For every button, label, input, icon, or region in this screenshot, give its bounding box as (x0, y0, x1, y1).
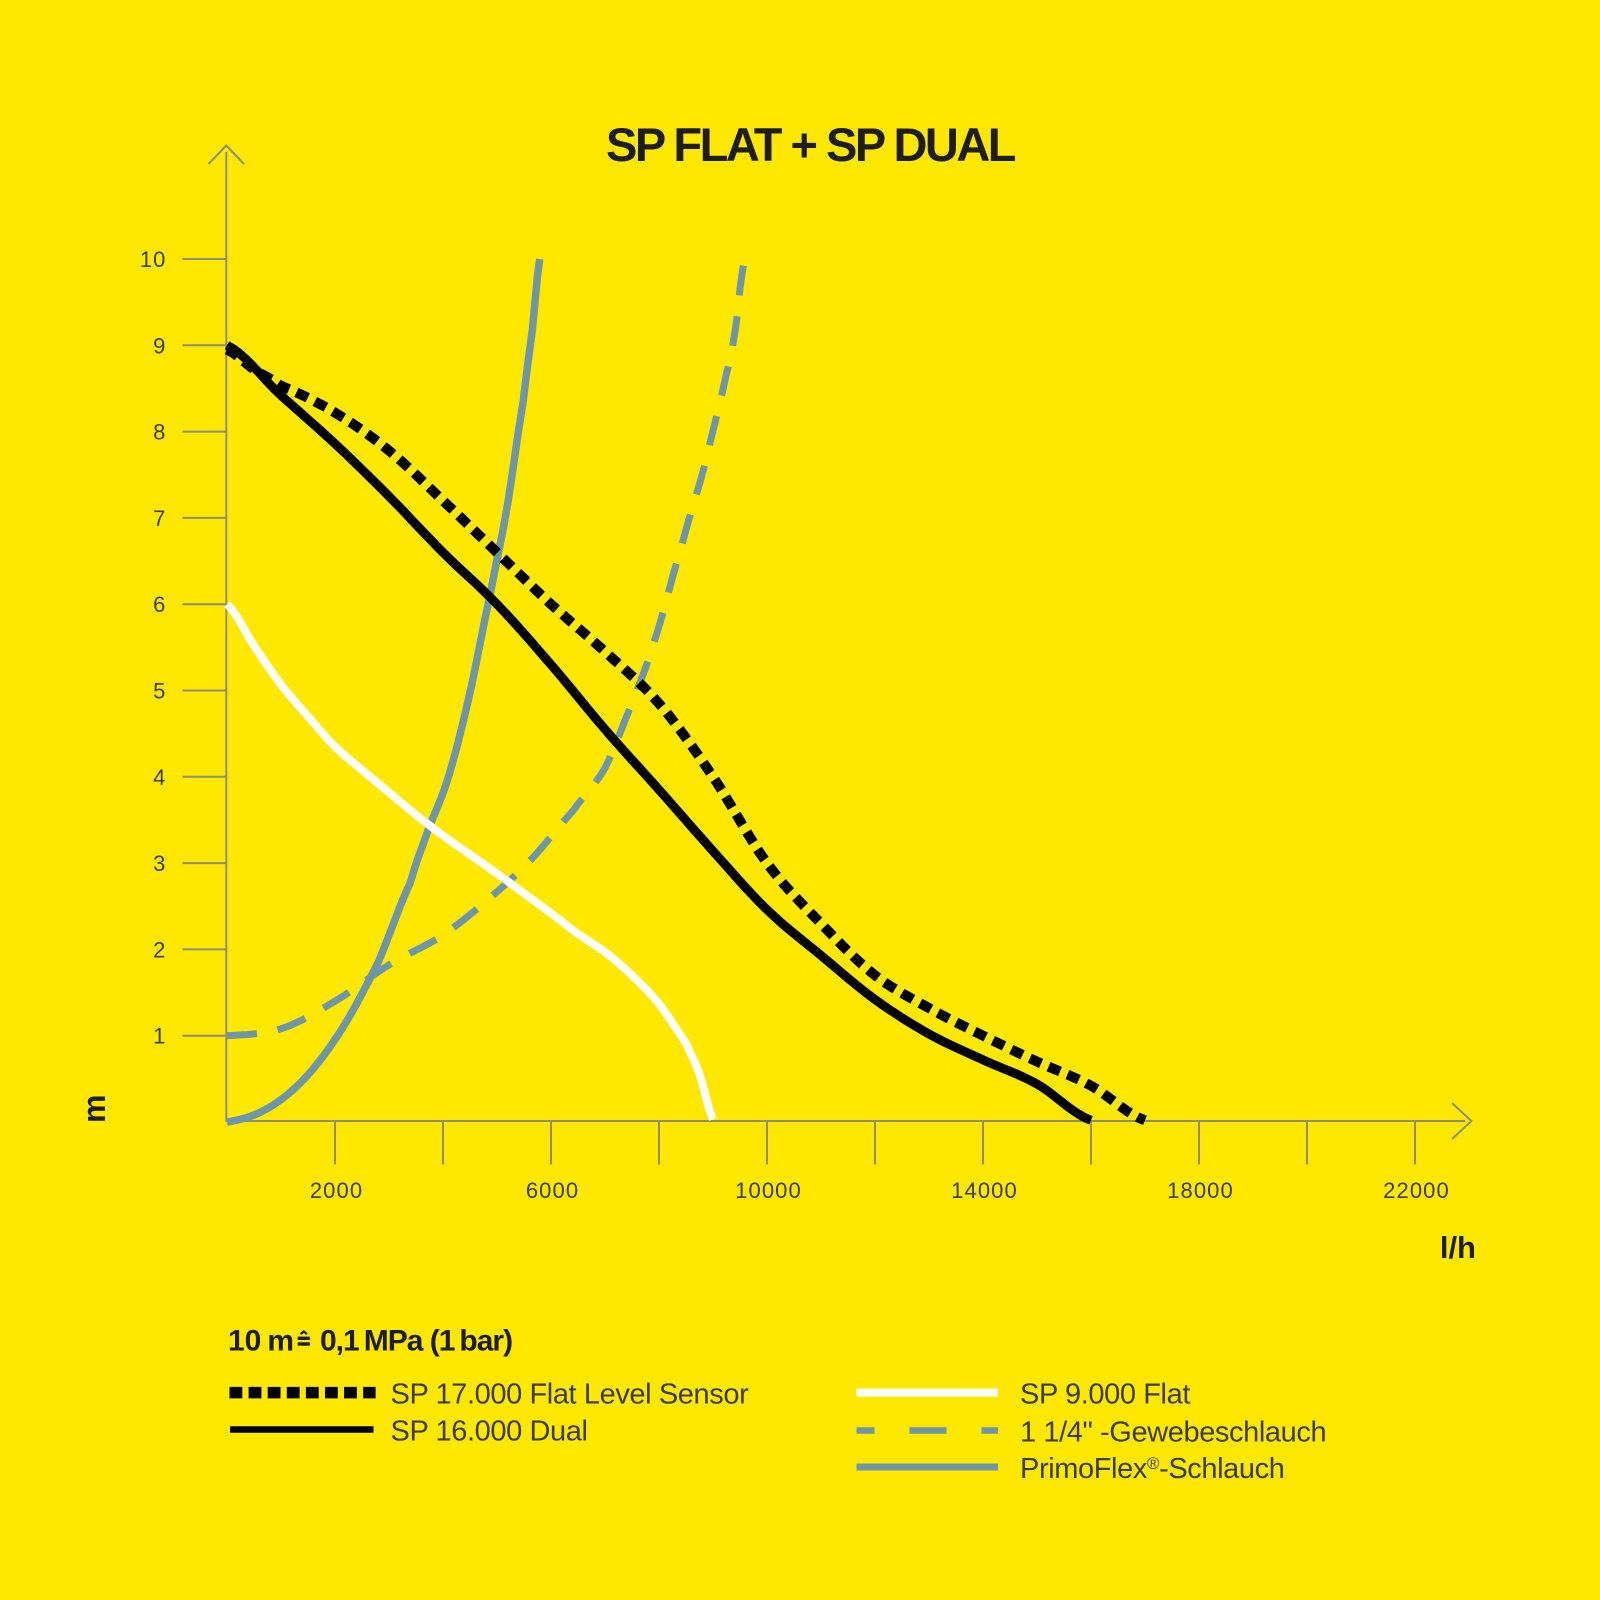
svg-text:4: 4 (153, 765, 166, 790)
svg-text:l/h: l/h (1440, 1230, 1476, 1265)
svg-text:SP 16.000 Dual: SP 16.000 Dual (391, 1416, 588, 1448)
svg-text:2: 2 (153, 937, 166, 962)
svg-text:5: 5 (153, 679, 166, 704)
svg-text:2000: 2000 (310, 1178, 363, 1203)
svg-text:SP 17.000 Flat Level Sensor: SP 17.000 Flat Level Sensor (391, 1379, 750, 1411)
svg-text:10000: 10000 (735, 1178, 802, 1203)
svg-text:10 m: 10 m (228, 1325, 294, 1358)
svg-text:22000: 22000 (1383, 1178, 1450, 1203)
svg-text:3: 3 (153, 851, 166, 876)
svg-text:18000: 18000 (1167, 1178, 1234, 1203)
svg-text:6000: 6000 (526, 1178, 579, 1203)
svg-text:1 1/4" -Gewebeschlauch: 1 1/4" -Gewebeschlauch (1020, 1417, 1326, 1449)
svg-text:0,1 MPa (1 bar): 0,1 MPa (1 bar) (320, 1325, 512, 1358)
svg-text:SP 9.000 Flat: SP 9.000 Flat (1020, 1379, 1190, 1411)
svg-text:10: 10 (140, 247, 167, 272)
svg-text:6: 6 (153, 592, 166, 617)
svg-text:SP FLAT + SP DUAL: SP FLAT + SP DUAL (606, 118, 1016, 171)
svg-text:14000: 14000 (951, 1178, 1018, 1203)
svg-text:8: 8 (153, 420, 166, 445)
svg-text:m: m (76, 1095, 112, 1123)
svg-text:9: 9 (153, 333, 166, 358)
svg-text:1: 1 (153, 1024, 166, 1049)
svg-text:7: 7 (153, 506, 166, 531)
